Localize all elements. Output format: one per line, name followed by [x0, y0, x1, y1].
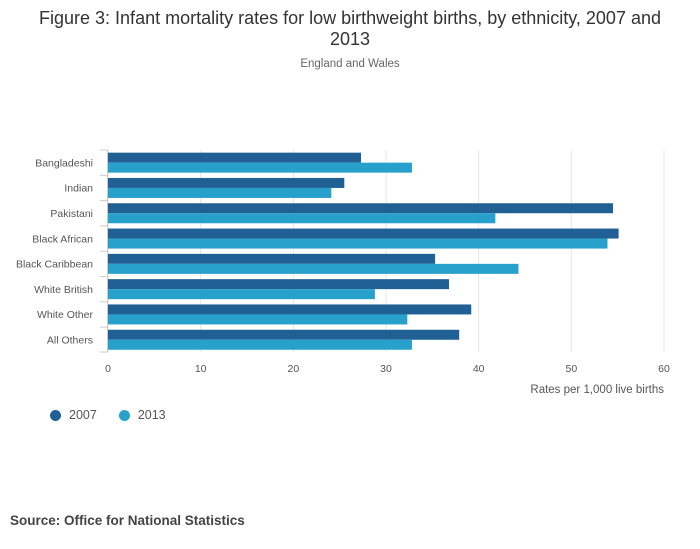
- bar-2007-all-others[interactable]: [108, 329, 460, 340]
- category-label: White British: [34, 284, 93, 296]
- x-tick-labels: 0 10 20 30 40 50 60: [105, 363, 670, 375]
- bar-2007-black-african[interactable]: [108, 228, 619, 239]
- bar-2013-black-african[interactable]: [108, 238, 608, 249]
- category-label: Black Caribbean: [16, 259, 93, 271]
- x-tick-label: 0: [105, 363, 111, 375]
- x-tick-label: 60: [658, 363, 670, 375]
- bar-2013-bangladeshi[interactable]: [108, 162, 412, 173]
- bar-2007-black-caribbean[interactable]: [108, 253, 436, 264]
- legend-label-2013: 2013: [137, 408, 166, 422]
- category-label: All Others: [47, 335, 93, 347]
- bars: [108, 152, 619, 350]
- category-label: White Other: [37, 309, 94, 321]
- chart-subtitle: England and Wales: [300, 58, 400, 70]
- legend-item-2013[interactable]: 2013: [118, 408, 166, 422]
- legend-marker-2013: [118, 409, 130, 421]
- x-axis-label: Rates per 1,000 live births: [530, 384, 664, 396]
- x-tick-label: 10: [195, 363, 207, 375]
- bar-2013-black-caribbean[interactable]: [108, 263, 519, 274]
- bar-2013-white-british[interactable]: [108, 289, 375, 300]
- bar-2013-indian[interactable]: [108, 187, 332, 198]
- bar-2007-pakistani[interactable]: [108, 203, 614, 214]
- x-tick-label: 40: [473, 363, 485, 375]
- bar-2007-white-other[interactable]: [108, 304, 472, 315]
- chart-title: Figure 3: Infant mortality rates for low…: [39, 8, 661, 49]
- category-label: Bangladeshi: [35, 157, 93, 169]
- bar-2007-white-british[interactable]: [108, 279, 450, 290]
- x-tick-label: 20: [287, 363, 299, 375]
- category-label: Pakistani: [50, 208, 93, 220]
- x-tick-label: 30: [380, 363, 392, 375]
- bar-2013-white-other[interactable]: [108, 314, 408, 325]
- legend-item-2007[interactable]: 2007: [50, 408, 97, 422]
- source-note: Source: Office for National Statistics: [10, 513, 245, 528]
- bar-2013-pakistani[interactable]: [108, 213, 496, 224]
- bar-2007-bangladeshi[interactable]: [108, 152, 361, 163]
- category-labels: Bangladeshi Indian Pakistani Black African B…: [16, 157, 94, 346]
- legend-label-2007: 2007: [69, 408, 97, 422]
- category-label: Black African: [32, 233, 93, 245]
- bar-2007-indian[interactable]: [108, 177, 345, 188]
- category-label: Indian: [64, 183, 93, 195]
- bar-2013-all-others[interactable]: [108, 339, 412, 350]
- legend: 2007 2013: [50, 408, 188, 422]
- legend-marker-2007: [50, 409, 61, 421]
- x-tick-label: 50: [565, 363, 577, 375]
